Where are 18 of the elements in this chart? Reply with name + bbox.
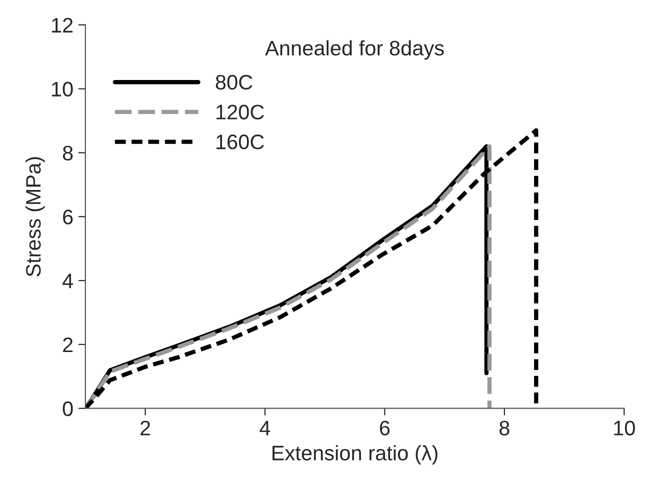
x-tick-label: 10 [614, 420, 635, 436]
legend-label: 160C [216, 134, 264, 150]
y-tick-label: 4 [62, 274, 73, 288]
legend-label: 120C [216, 104, 264, 120]
y-tick-label: 10 [52, 82, 73, 97]
x-tick-label: 2 [140, 420, 150, 436]
y-tick-label: 2 [63, 337, 73, 352]
x-tick-label: 6 [380, 420, 390, 436]
y-tick-label: 12 [52, 18, 73, 32]
y-tick-label: 0 [62, 401, 73, 416]
legend-label: 80C [216, 74, 252, 90]
y-tick-label: 8 [62, 146, 73, 160]
x-tick-label: 4 [260, 420, 270, 436]
annotation: Annealed for 8days [265, 40, 444, 60]
y-axis-title: Stress (MPa) [25, 157, 45, 276]
x-tick-label: 8 [500, 420, 510, 436]
y-tick-label: 6 [63, 210, 73, 224]
x-axis-title: Extension ratio (λ) [272, 445, 438, 465]
